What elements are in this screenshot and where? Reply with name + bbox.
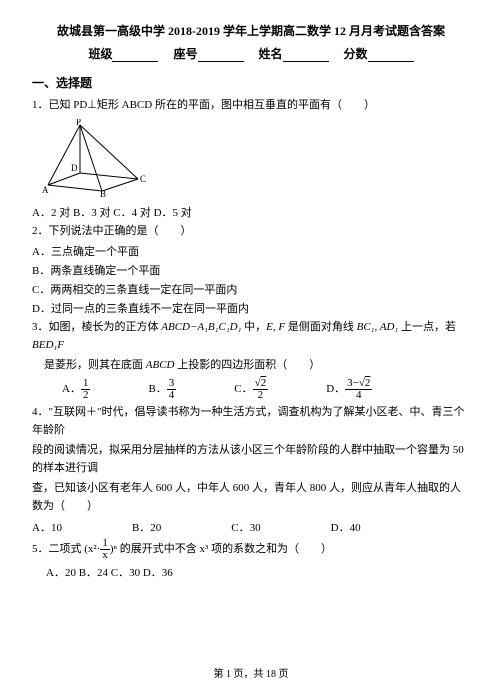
q3-diag: BC₁, AD₁ <box>357 321 399 333</box>
q5-text: 的展开式中不含 x³ 项的系数之和为（ ） <box>117 543 332 555</box>
q5-expr: )ⁿ <box>110 543 117 555</box>
q5-options: A．20 B．24 C．30 D．36 <box>46 564 470 580</box>
q1-options: A．2 对 B．3 对 C．4 对 D．5 对 <box>32 204 470 220</box>
section-heading: 一、选择题 <box>32 74 470 91</box>
q5-expr: (x²· <box>84 543 100 555</box>
blank-seat[interactable] <box>198 49 244 62</box>
q4-opt-b: B．20 <box>132 519 161 535</box>
q5-stem: 5．二项式 (x²·1x)ⁿ 的展开式中不含 x³ 项的系数之和为（ ） <box>32 538 470 561</box>
q3-stem: 3．如图，棱长为的正方体 ABCD−A₁B₁C₁D₁ 中，E, F 是侧面对角线… <box>32 319 470 354</box>
label-class: 班级 <box>88 47 112 61</box>
q3-text: 是侧面对角线 <box>285 321 357 333</box>
label-name: 姓名 <box>259 47 283 61</box>
q2-opt-a: A．三点确定一个平面 <box>32 243 470 259</box>
q4-line1: 4．"互联网＋"时代，倡导读书称为一种生活方式，调查机构为了解某小区老、中、青三… <box>32 404 470 439</box>
q3-options: A．12 B．34 C．√22 D．3−√24 <box>62 378 470 401</box>
q4-opt-c: C．30 <box>231 519 260 535</box>
q3-stem-2: 是菱形，则其在底面 ABCD 上投影的四边形面积（ ） <box>44 357 470 375</box>
q5-text: 5．二项式 <box>32 543 84 555</box>
label-d: D <box>71 163 78 173</box>
q1-diagram: P A B C D <box>42 119 470 200</box>
q3-opt-d: D．3−√24 <box>326 378 372 401</box>
q3-abcd: ABCD <box>146 359 175 371</box>
label-score: 分数 <box>344 47 368 61</box>
q3-bedf: BED₁F <box>32 339 64 351</box>
q4-line3: 查，已知该小区有老年人 600 人，中年人 600 人，青年人 800 人，则应… <box>32 480 470 515</box>
q4-options: A．10 B．20 C．30 D．40 <box>32 519 470 535</box>
q3-text: 上投影的四边形面积（ ） <box>174 359 320 371</box>
label-seat: 座号 <box>173 47 197 61</box>
info-row: 班级 座号 姓名 分数 <box>32 45 470 62</box>
q3-ef: E, F <box>266 321 285 333</box>
blank-score[interactable] <box>368 49 414 62</box>
q4-opt-d: D．40 <box>331 519 361 535</box>
q4-line2: 段的阅读情况，拟采用分层抽样的方法从该小区三个年龄阶段的人群中抽取一个容量为 5… <box>32 442 470 477</box>
q3-text: 中， <box>241 321 266 333</box>
q2-opt-b: B．两条直线确定一个平面 <box>32 262 470 278</box>
blank-class[interactable] <box>112 49 158 62</box>
q3-opt-c: C．√22 <box>234 378 268 401</box>
exam-title: 故城县第一高级中学 2018-2019 学年上学期高二数学 12 月月考试题含答… <box>32 22 470 39</box>
q3-text: 3．如图，棱长为的正方体 <box>32 321 161 333</box>
label-c: C <box>140 174 146 184</box>
q3-opt-a: A．12 <box>62 378 90 401</box>
q3-text: 是菱形，则其在底面 <box>44 359 146 371</box>
q2-opt-d: D．过同一点的三条直线不一定在同一平面内 <box>32 300 470 316</box>
label-b: B <box>100 189 106 197</box>
q3-opt-b: B．34 <box>148 378 176 401</box>
q4-opt-a: A．10 <box>32 519 62 535</box>
blank-name[interactable] <box>283 49 329 62</box>
q1-stem: 1．已知 PD⊥矩形 ABCD 所在的平面，图中相互垂直的平面有（ ） <box>32 97 470 115</box>
q2-stem: 2．下列说法中正确的是（ ） <box>32 223 470 241</box>
label-p: P <box>76 119 81 127</box>
q3-cube: ABCD−A₁B₁C₁D₁ <box>161 321 241 333</box>
page-footer: 第 1 页，共 18 页 <box>0 665 502 680</box>
q3-text: 上一点，若 <box>398 321 456 333</box>
q2-opt-c: C．两两相交的三条直线一定在同一平面内 <box>32 281 470 297</box>
label-a: A <box>42 185 49 195</box>
